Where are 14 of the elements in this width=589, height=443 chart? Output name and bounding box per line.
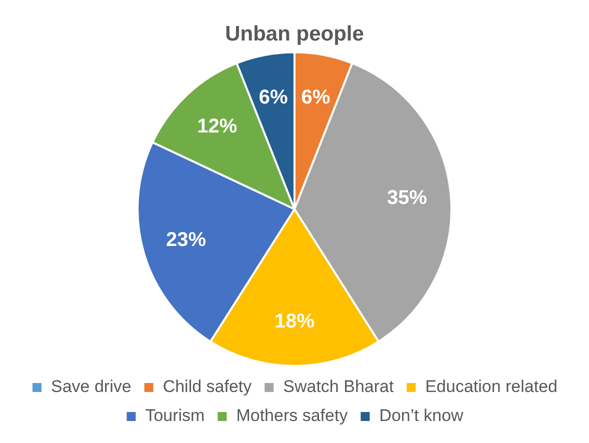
legend-label: Don’t know xyxy=(379,406,464,426)
chart-title: Unban people xyxy=(225,22,364,46)
data-label: 23% xyxy=(166,229,206,252)
data-label: 12% xyxy=(197,115,238,138)
data-label: 6% xyxy=(301,86,330,109)
legend-label: Education related xyxy=(425,377,558,396)
legend-label: Tourism xyxy=(145,406,205,426)
data-label: 35% xyxy=(386,186,428,209)
legend-label: Swatch Bharat xyxy=(283,377,394,396)
legend-label: Save drive xyxy=(50,377,132,396)
legend-label: Child safety xyxy=(162,377,252,396)
data-label: 6% xyxy=(258,86,288,109)
legend-label: Mothers safety xyxy=(236,406,348,426)
data-label: 18% xyxy=(274,310,315,333)
